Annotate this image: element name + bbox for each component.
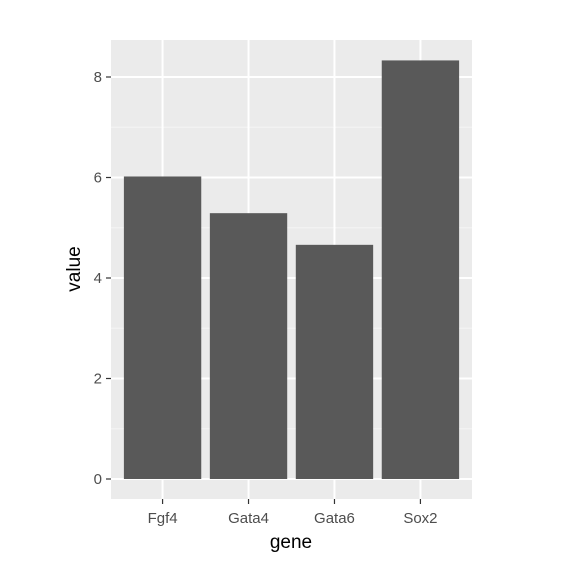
y-tick-label: 4 <box>94 270 102 287</box>
bar-fgf4 <box>123 176 202 479</box>
x-tick-label: Fgf4 <box>148 510 178 527</box>
y-tick-label: 6 <box>94 170 102 187</box>
bar-gata4 <box>209 213 288 480</box>
x-axis: Fgf4 Gata4 Gata6 Sox2 <box>148 499 438 527</box>
bar-gata6 <box>295 244 374 479</box>
bar-sox2 <box>381 60 460 479</box>
bars-group <box>123 60 460 480</box>
x-axis-title: gene <box>270 532 312 553</box>
y-tick-label: 2 <box>94 371 102 388</box>
y-axis: 0 2 4 6 8 <box>94 69 111 488</box>
y-tick-label: 0 <box>94 471 102 488</box>
y-tick-label: 8 <box>94 69 102 86</box>
x-tick-label: Gata4 <box>228 510 269 527</box>
x-tick-label: Gata6 <box>314 510 355 527</box>
y-axis-title: value <box>64 246 85 291</box>
x-tick-label: Sox2 <box>403 510 437 527</box>
